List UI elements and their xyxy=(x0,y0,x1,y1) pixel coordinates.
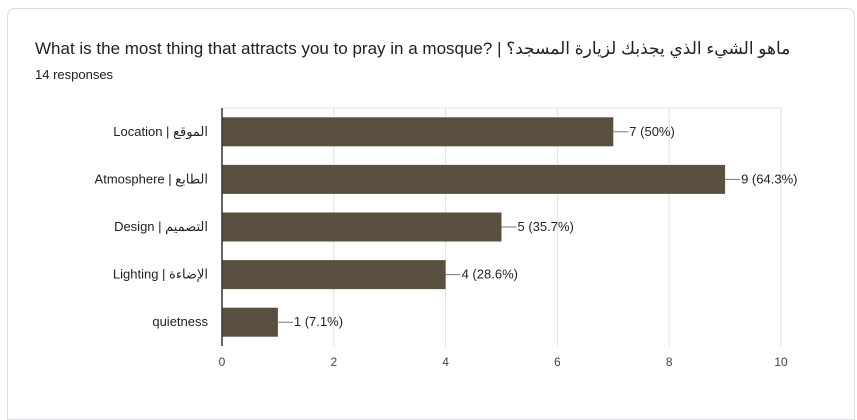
data-label: 1 (7.1%) xyxy=(294,314,343,329)
bar xyxy=(222,164,726,194)
category-label: Design | التصميم xyxy=(114,219,208,235)
x-tick-label: 4 xyxy=(442,355,449,369)
question-title: What is the most thing that attracts you… xyxy=(35,39,791,58)
response-count: 14 responses xyxy=(35,67,114,82)
data-label: 9 (64.3%) xyxy=(741,171,797,186)
bars xyxy=(222,117,726,337)
data-label: 7 (50%) xyxy=(629,124,675,139)
bar xyxy=(222,212,502,242)
x-tick-label: 0 xyxy=(219,355,226,369)
labels: 0 2 4 6 8 10 Location | الموقع 7 (50%) Atmospher… xyxy=(95,124,798,369)
category-label: quietness xyxy=(152,314,208,329)
data-label: 4 (28.6%) xyxy=(462,267,518,282)
x-tick-label: 8 xyxy=(666,355,673,369)
category-label: Location | الموقع xyxy=(113,124,208,140)
axes xyxy=(221,108,741,346)
x-tick-label: 2 xyxy=(330,355,337,369)
category-label: Lighting | الإضاءة xyxy=(113,267,208,282)
x-tick-label: 10 xyxy=(774,355,788,369)
category-label: Atmosphere | الطابع xyxy=(95,171,208,187)
x-tick-label: 6 xyxy=(554,355,561,369)
data-label: 5 (35.7%) xyxy=(518,219,574,234)
bar xyxy=(222,307,278,337)
bar xyxy=(222,260,446,290)
bar xyxy=(222,117,614,147)
